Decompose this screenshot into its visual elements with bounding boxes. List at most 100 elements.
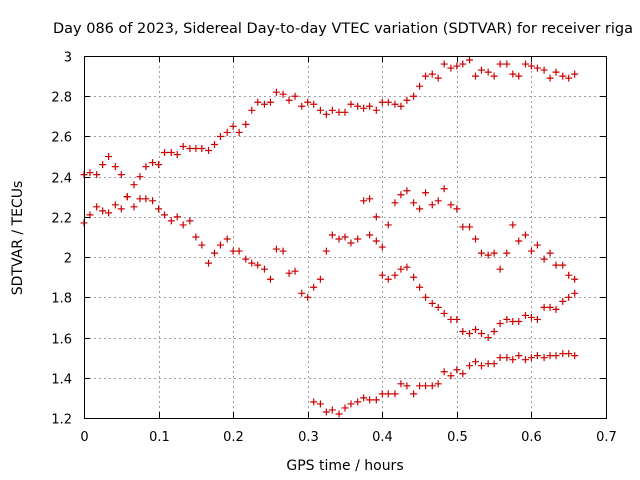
data-point-lower-middle xyxy=(440,309,448,317)
data-point-lower xyxy=(540,354,548,362)
data-point-upper-middle xyxy=(242,255,250,263)
data-point-upper-middle xyxy=(496,265,504,273)
data-point-lower-middle xyxy=(397,265,405,273)
data-point-upper-middle xyxy=(235,247,243,255)
data-point-upper-middle xyxy=(285,269,293,277)
axis-ticks: 0 0.1 0.2 0.3 0.4 0.5 0.6 0.7 1.2 1.4 1.6 1.8 2 2.2 2.… xyxy=(51,51,617,446)
data-point-upper-middle xyxy=(99,207,107,215)
y-tick-label: 1.4 xyxy=(51,373,72,388)
data-point-upper xyxy=(142,163,150,171)
data-point-upper xyxy=(99,161,107,169)
data-point-upper xyxy=(198,145,206,153)
data-point-lower-middle xyxy=(540,303,548,311)
data-point-lower xyxy=(571,352,579,360)
data-point-upper-middle xyxy=(186,217,194,225)
data-point-upper xyxy=(447,64,455,72)
data-point-upper-middle xyxy=(422,189,430,197)
data-point-upper xyxy=(272,88,280,96)
data-point-upper xyxy=(372,106,380,114)
data-point-upper-middle xyxy=(565,271,573,279)
data-point-lower xyxy=(410,390,418,398)
data-point-lower xyxy=(509,356,517,364)
data-point-upper-middle xyxy=(472,235,479,243)
data-point-lower xyxy=(503,354,511,362)
data-point-upper-middle xyxy=(155,205,163,213)
data-point-upper-middle xyxy=(248,259,256,267)
data-point-lower xyxy=(533,352,541,360)
data-point-upper-middle xyxy=(149,197,157,205)
data-point-upper xyxy=(559,72,567,80)
data-point-upper xyxy=(440,60,448,68)
data-point-lower xyxy=(422,382,430,390)
data-points xyxy=(80,56,579,418)
data-point-upper xyxy=(477,66,485,74)
data-point-upper xyxy=(428,70,436,78)
x-tick-label: 0.3 xyxy=(298,430,319,445)
data-point-upper xyxy=(503,60,511,68)
data-point-lower xyxy=(341,404,349,412)
data-point-upper-middle xyxy=(384,221,392,229)
data-point-upper-middle xyxy=(229,247,237,255)
data-point-lower xyxy=(440,368,448,376)
data-point-upper-middle xyxy=(123,193,131,201)
data-point-upper xyxy=(484,68,492,76)
data-point-lower xyxy=(360,394,368,402)
data-point-lower-middle xyxy=(521,311,529,319)
data-point-upper-middle xyxy=(341,233,349,241)
data-point-upper xyxy=(347,100,355,108)
data-point-lower xyxy=(546,352,554,360)
data-point-lower xyxy=(490,360,498,368)
data-point-upper xyxy=(571,70,579,78)
data-point-upper-middle xyxy=(366,195,374,203)
data-point-lower xyxy=(335,410,343,418)
data-point-upper-middle xyxy=(205,259,213,267)
data-point-upper xyxy=(291,92,299,100)
data-point-lower xyxy=(447,372,455,380)
data-point-lower xyxy=(403,382,411,390)
data-point-upper-middle xyxy=(354,235,362,243)
data-point-lower xyxy=(397,380,405,388)
data-point-upper-middle xyxy=(546,249,554,257)
data-point-lower xyxy=(428,382,436,390)
data-point-lower-middle xyxy=(391,271,399,279)
data-point-upper xyxy=(179,143,187,150)
data-point-lower-middle xyxy=(503,315,511,323)
data-point-upper-middle xyxy=(179,221,187,229)
data-point-upper-middle xyxy=(490,249,498,257)
data-point-upper-middle xyxy=(540,255,548,263)
data-point-lower xyxy=(378,390,386,398)
data-point-upper xyxy=(509,70,517,78)
data-point-upper xyxy=(335,108,343,116)
x-axis-label: GPS time / hours xyxy=(286,458,403,474)
y-axis-label: SDTVAR / TECUs xyxy=(10,181,26,296)
data-point-lower-middle xyxy=(477,330,485,338)
data-point-lower-middle xyxy=(410,273,418,281)
data-point-lower-middle xyxy=(366,231,374,239)
data-point-upper-middle xyxy=(328,231,336,239)
x-tick-label: 0.4 xyxy=(372,430,393,445)
data-point-upper xyxy=(472,72,479,80)
data-point-upper-middle xyxy=(503,249,511,257)
data-point-upper xyxy=(242,120,250,128)
data-point-upper-middle xyxy=(161,211,169,219)
data-point-upper xyxy=(384,98,392,106)
data-point-upper xyxy=(105,153,113,161)
data-point-lower-middle xyxy=(509,317,517,325)
data-point-upper xyxy=(93,171,101,179)
data-point-upper-middle xyxy=(484,251,492,259)
x-tick-label: 0.1 xyxy=(149,430,170,445)
data-point-lower-middle xyxy=(447,315,455,323)
data-point-lower-middle xyxy=(428,299,436,307)
data-point-upper xyxy=(248,106,256,114)
data-point-upper xyxy=(391,100,399,108)
data-point-lower xyxy=(453,366,461,374)
data-point-lower-middle xyxy=(496,319,504,327)
data-point-upper-middle xyxy=(142,195,150,203)
data-point-upper xyxy=(279,90,287,98)
data-point-upper-middle xyxy=(391,199,399,207)
data-point-lower xyxy=(354,398,362,406)
x-tick-label: 0.5 xyxy=(447,430,468,445)
data-point-lower-middle xyxy=(384,275,392,283)
data-point-upper-middle xyxy=(533,241,541,249)
x-tick-label: 0.7 xyxy=(596,430,617,445)
